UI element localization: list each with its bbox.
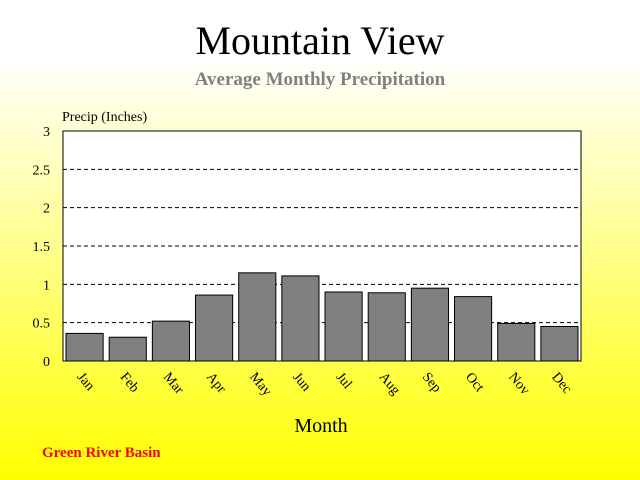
x-tick-label: Nov: [505, 370, 532, 398]
x-tick-label: Mar: [160, 370, 187, 398]
x-tick-label: Apr: [203, 370, 229, 397]
bar-nov: [497, 322, 536, 362]
bar-oct: [454, 296, 493, 362]
bar-sep: [410, 287, 449, 362]
x-tick-label: Jan: [74, 370, 97, 394]
grid-lines: [63, 168, 581, 324]
y-axis-label: Precip (Inches): [62, 110, 148, 125]
y-tick-label: 2.5: [33, 163, 51, 178]
chart-title: Mountain View: [195, 18, 445, 63]
x-tick-label: Aug: [376, 370, 403, 398]
bar-may: [238, 272, 277, 362]
x-axis-label: Month: [294, 415, 347, 437]
bar-dec: [540, 326, 579, 362]
chart-subtitle: Average Monthly Precipitation: [194, 69, 446, 90]
bar-jan: [65, 332, 104, 362]
bar-feb: [108, 336, 147, 362]
y-tick-label: 1: [43, 278, 50, 293]
y-tick-label: 0.5: [33, 317, 51, 332]
bar-jun: [281, 275, 320, 362]
x-tick-labels: Jan Feb Mar Apr May Jun Jul Aug Sep Oct Nov Dec: [74, 370, 575, 399]
bar-apr: [195, 294, 234, 362]
x-tick-label: Oct: [462, 370, 487, 395]
y-tick-labels: 0 0.5 1 1.5 2 2.5 3: [33, 125, 51, 370]
bars: [65, 272, 579, 362]
bar-aug: [367, 292, 406, 362]
footer-basin-label: Green River Basin: [42, 445, 161, 461]
x-tick-label: Sep: [419, 370, 444, 396]
x-tick-label: Feb: [117, 370, 142, 396]
x-tick-label: Jul: [333, 370, 355, 392]
bar-jul: [324, 291, 363, 362]
x-tick-label: May: [246, 370, 274, 399]
y-tick-label: 3: [43, 125, 50, 140]
y-tick-label: 2: [43, 202, 50, 217]
bar-mar: [151, 320, 190, 362]
y-tick-label: 1.5: [33, 240, 51, 255]
x-tick-label: Jun: [289, 370, 313, 395]
y-tick-label: 0: [43, 355, 50, 370]
x-tick-label: Dec: [548, 370, 574, 397]
